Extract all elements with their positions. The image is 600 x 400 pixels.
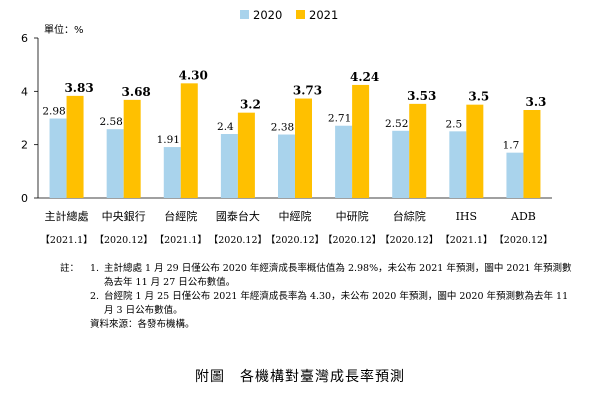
x-category-label: 主計總處: [45, 209, 89, 223]
data-label-2020-7: 2.52: [385, 118, 408, 130]
x-category-label: ADB: [510, 210, 536, 223]
data-label-2021-6: 4.24: [350, 70, 379, 84]
bar-2021-1: [66, 95, 84, 198]
note-item-2: 2. 台經院 1 月 25 日僅公布 2021 年經濟成長率為 4.30，未公布…: [60, 290, 580, 318]
figure-caption: 附圖 各機構對臺灣成長率預測: [195, 369, 405, 385]
bar-2020-3: [163, 147, 181, 198]
y-tick-label: 6: [21, 32, 28, 45]
data-label-2021-4: 3.2: [240, 98, 261, 112]
bar-2021-4: [237, 112, 255, 198]
unit-label: 單位：%: [44, 23, 84, 36]
x-category-date: 【2020.12】: [209, 235, 267, 246]
y-tick-label: 0: [21, 192, 28, 205]
data-label-2021-9: 3.3: [525, 95, 546, 109]
x-category-label: 台經院: [164, 209, 197, 223]
bar-2021-8: [466, 104, 484, 198]
x-category-date: 【2020.12】: [266, 235, 324, 246]
bar-2021-7: [409, 103, 427, 198]
data-label-2020-3: 1.91: [157, 134, 180, 146]
data-label-2020-8: 2.5: [445, 118, 462, 130]
bar-2020-7: [392, 130, 410, 198]
bar-2020-6: [335, 125, 353, 198]
x-category-label: 中經院: [279, 209, 312, 223]
bar-2021-3: [180, 83, 198, 198]
bar-2020-1: [49, 118, 67, 198]
legend-label-2021: 2021: [309, 8, 338, 22]
data-label-2020-4: 2.4: [217, 121, 234, 133]
bar-2020-5: [278, 134, 295, 198]
bar-2021-6: [352, 84, 370, 198]
data-label-2021-3: 4.30: [179, 68, 208, 82]
bar-2020-8: [449, 131, 467, 198]
x-category-label: 中央銀行: [102, 209, 146, 223]
note-number-1: 1.: [90, 263, 100, 274]
data-label-2021-7: 3.53: [407, 89, 436, 103]
y-tick-label: 2: [21, 139, 28, 152]
legend-label-2020: 2020: [253, 8, 282, 22]
notes-label: 註：: [60, 263, 80, 274]
data-label-2020-2: 2.58: [99, 116, 122, 128]
x-category-date: 【2020.12】: [494, 235, 552, 246]
x-category-date: 【2020.12】: [323, 235, 381, 246]
x-category-date: 【2020.12】: [380, 235, 438, 246]
y-tick-label: 4: [21, 85, 28, 98]
bar-2020-9: [506, 152, 524, 198]
data-label-2020-5: 2.38: [271, 122, 294, 134]
source-line: 資料來源：各發布機構。: [90, 319, 195, 330]
legend-swatch-2021: [296, 10, 305, 19]
x-category-date: 【2021.1】: [440, 235, 492, 246]
x-category-label: IHS: [456, 210, 477, 223]
x-category-label: 台綜院: [393, 209, 426, 223]
bar-2021-2: [123, 99, 141, 198]
x-category-date: 【2021.1】: [155, 235, 207, 246]
x-category-date: 【2020.12】: [95, 235, 153, 246]
note-item-1: 註： 1. 主計總處 1 月 29 日僅公布 2020 年經濟成長率概估值為 2…: [60, 262, 580, 290]
data-label-2020-9: 1.7: [503, 140, 520, 152]
bar-2020-2: [106, 129, 124, 198]
x-category-label: 國泰台大: [216, 209, 260, 223]
notes-block: 註： 1. 主計總處 1 月 29 日僅公布 2020 年經濟成長率概估值為 2…: [60, 262, 580, 332]
data-label-2020-6: 2.71: [328, 113, 351, 125]
x-category-label: 中研院: [336, 209, 369, 223]
data-label-2021-1: 3.83: [64, 81, 93, 95]
data-label-2021-2: 3.68: [122, 85, 151, 99]
note-number-2: 2.: [90, 291, 100, 302]
data-label-2021-8: 3.5: [468, 90, 489, 104]
note-text-1: 主計總處 1 月 29 日僅公布 2020 年經濟成長率概估值為 2.98%，未…: [104, 263, 572, 288]
x-category-date: 【2021.1】: [40, 235, 92, 246]
note-text-2: 台經院 1 月 25 日僅公布 2021 年經濟成長率為 4.30，未公布 20…: [104, 291, 569, 316]
bar-chart: 單位：% 2020 2021 0 2 4 6 2.98 3.83 主計總處【2021.1】 2.58…: [21, 8, 553, 246]
bar-2021-5: [295, 98, 312, 198]
bar-2020-4: [220, 134, 238, 198]
data-label-2020-1: 2.98: [42, 106, 65, 118]
bar-2021-9: [523, 110, 541, 198]
data-label-2021-5: 3.73: [293, 84, 322, 98]
legend-swatch-2020: [240, 10, 249, 19]
